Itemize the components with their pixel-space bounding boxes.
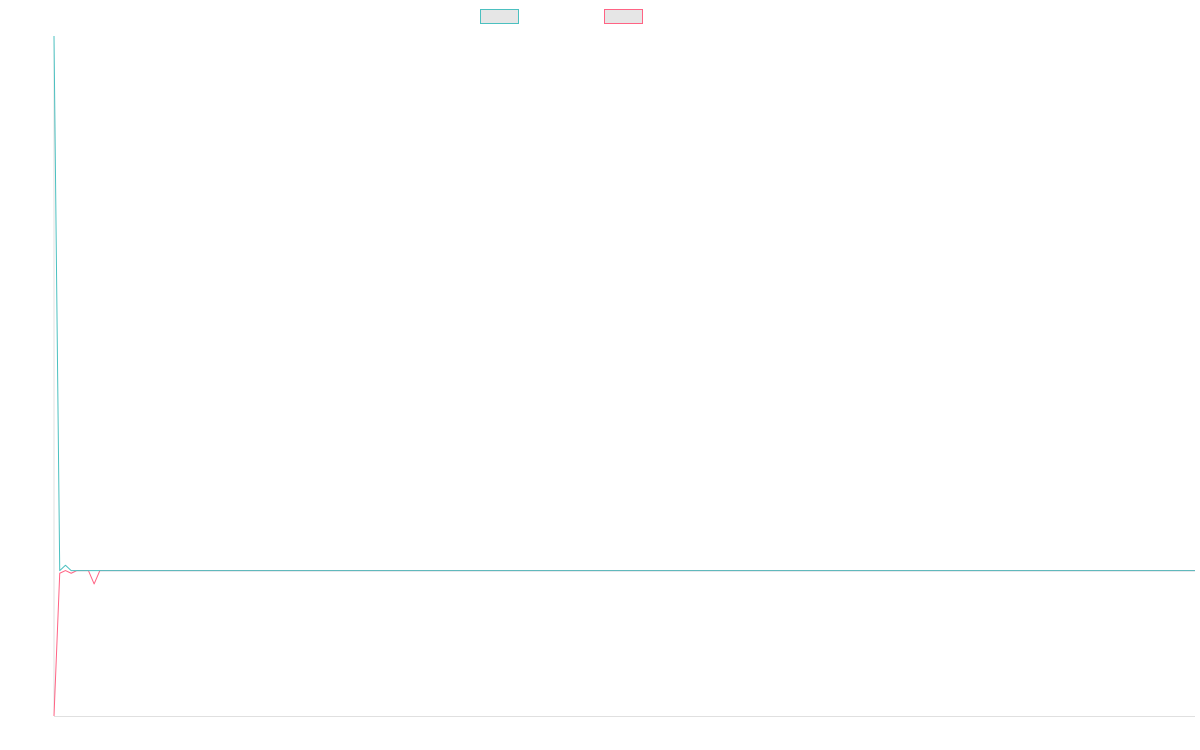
legend-swatch-series-b <box>604 9 643 24</box>
series-line-b <box>53 570 1195 717</box>
series-line-a <box>53 35 1195 572</box>
legend <box>0 9 1200 29</box>
legend-swatch-series-a <box>480 9 519 24</box>
